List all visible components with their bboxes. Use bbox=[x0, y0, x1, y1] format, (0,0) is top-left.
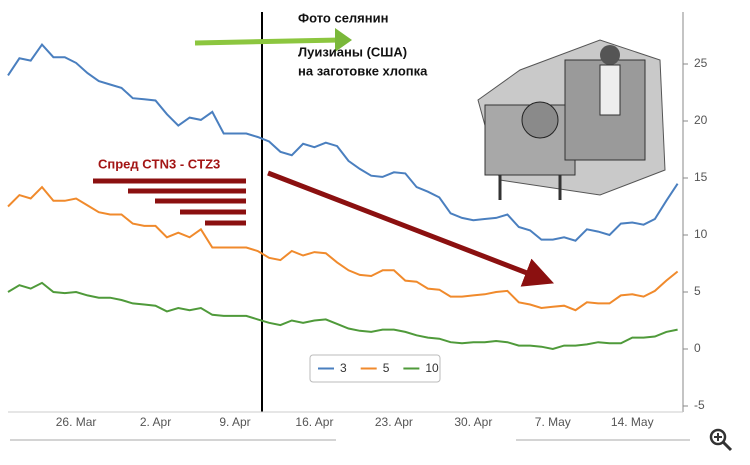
red-arrow bbox=[267, 170, 554, 287]
x-tick-label: 26. Mar bbox=[56, 415, 97, 429]
spread-label: Спред CTN3 - CTZ3 bbox=[98, 156, 220, 171]
caption: Фото селянин bbox=[298, 10, 388, 25]
plot: -5 0 5 10 15 20 25 26. Mar 2. Apr 9. Apr 16. Apr 23… bbox=[7, 43, 708, 429]
y-tick-label: 0 bbox=[694, 341, 701, 355]
green-arrow bbox=[194, 37, 341, 46]
legend-label: 10 bbox=[425, 361, 439, 375]
caption: Луизианы (США) bbox=[298, 44, 407, 59]
legend-label: 5 bbox=[383, 361, 390, 375]
x-tick-label: 30. Apr bbox=[454, 415, 492, 429]
x-tick-label: 9. Apr bbox=[219, 415, 250, 429]
series-line bbox=[7, 281, 678, 351]
x-tick-label: 23. Apr bbox=[375, 415, 413, 429]
y-tick-label: -5 bbox=[694, 398, 705, 412]
x-tick-label: 7. May bbox=[535, 415, 571, 429]
y-tick-label: 20 bbox=[694, 113, 708, 127]
legend-label: 3 bbox=[340, 361, 347, 375]
x-tick-label: 16. Apr bbox=[295, 415, 333, 429]
photo bbox=[470, 28, 670, 203]
x-tick-label: 14. May bbox=[611, 415, 654, 429]
spread-bars bbox=[93, 178, 246, 226]
y-tick-label: 25 bbox=[694, 56, 708, 70]
x-tick-label: 2. Apr bbox=[140, 415, 171, 429]
series-line bbox=[7, 185, 679, 312]
caption: на заготовке хлопка bbox=[298, 63, 428, 78]
y-tick-label: 10 bbox=[694, 227, 708, 241]
y-tick-label: 15 bbox=[694, 170, 708, 184]
series-line bbox=[7, 43, 679, 242]
y-tick-label: 5 bbox=[694, 284, 701, 298]
green-arrow-head bbox=[335, 28, 352, 52]
zoom-icon[interactable] bbox=[709, 428, 733, 452]
legend: 3 5 10 bbox=[309, 354, 441, 383]
